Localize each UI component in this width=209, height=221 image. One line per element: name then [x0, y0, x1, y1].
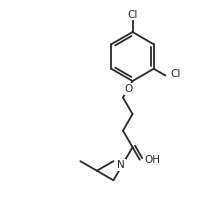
Text: N: N	[117, 160, 125, 170]
Text: Cl: Cl	[170, 69, 180, 80]
Text: OH: OH	[144, 155, 160, 165]
Text: O: O	[125, 84, 133, 94]
Text: Cl: Cl	[127, 10, 138, 20]
